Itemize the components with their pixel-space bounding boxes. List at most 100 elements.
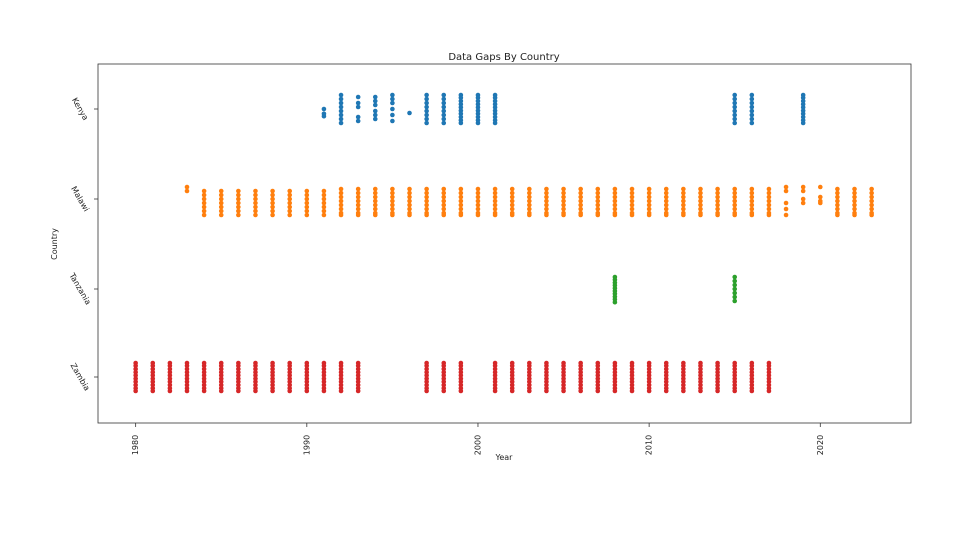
data-point xyxy=(441,388,447,394)
data-point xyxy=(732,376,738,381)
data-point xyxy=(338,373,344,378)
data-point xyxy=(441,186,447,192)
data-point xyxy=(544,363,549,369)
data-point xyxy=(492,202,498,208)
data-point xyxy=(578,190,583,196)
data-point xyxy=(253,373,258,378)
data-point xyxy=(715,369,720,375)
data-point xyxy=(527,202,532,208)
data-point xyxy=(527,186,532,192)
data-point xyxy=(253,212,258,218)
data-point xyxy=(527,363,532,369)
data-point xyxy=(698,373,703,378)
data-point xyxy=(218,192,224,198)
data-point xyxy=(475,111,481,117)
data-point xyxy=(544,388,549,394)
data-point xyxy=(355,376,361,381)
data-point xyxy=(390,118,395,124)
data-point xyxy=(595,363,601,369)
data-point xyxy=(201,200,207,206)
data-point xyxy=(663,363,669,369)
data-point xyxy=(218,379,224,385)
data-point xyxy=(732,116,738,122)
data-point xyxy=(338,112,344,118)
data-point xyxy=(355,186,361,192)
data-point xyxy=(475,98,481,104)
data-point xyxy=(236,366,241,372)
data-point xyxy=(304,204,310,210)
data-point xyxy=(835,212,840,218)
data-point xyxy=(681,194,686,200)
data-point xyxy=(150,369,156,375)
data-point xyxy=(167,363,173,369)
data-point xyxy=(527,376,532,381)
data-point xyxy=(629,376,635,381)
data-point xyxy=(698,212,703,218)
data-point xyxy=(681,373,686,378)
data-point xyxy=(287,373,292,378)
data-point xyxy=(817,184,823,190)
data-point xyxy=(407,110,412,116)
data-point xyxy=(218,363,224,369)
data-point xyxy=(509,369,515,375)
data-point xyxy=(458,363,464,369)
x-tick-label: 2000 xyxy=(473,435,482,455)
data-point xyxy=(732,366,738,372)
data-point xyxy=(732,382,738,388)
data-point xyxy=(218,200,224,206)
x-tick-label: 1980 xyxy=(131,435,140,455)
data-point xyxy=(595,206,601,212)
data-point xyxy=(218,188,224,194)
data-point xyxy=(304,208,310,214)
data-point xyxy=(732,290,738,296)
data-point xyxy=(355,366,361,372)
data-point xyxy=(612,369,618,375)
data-point xyxy=(167,388,173,394)
data-point xyxy=(304,188,310,194)
data-point xyxy=(766,366,772,372)
data-point xyxy=(646,366,652,372)
data-point xyxy=(372,212,378,218)
data-point xyxy=(218,376,224,381)
data-point xyxy=(663,190,669,196)
data-point xyxy=(509,363,515,369)
data-point xyxy=(441,206,447,212)
data-point xyxy=(492,105,498,110)
data-point xyxy=(390,96,395,102)
data-point xyxy=(698,388,703,394)
x-axis-label: Year xyxy=(495,453,514,462)
data-point xyxy=(732,190,738,196)
data-point xyxy=(338,382,344,388)
data-point xyxy=(321,388,327,394)
data-point xyxy=(715,363,720,369)
data-point xyxy=(441,108,447,114)
data-point xyxy=(184,376,190,381)
data-point xyxy=(629,202,635,208)
data-point xyxy=(646,376,652,381)
data-point xyxy=(270,376,275,381)
data-point xyxy=(732,92,738,98)
data-point xyxy=(698,190,703,196)
data-point xyxy=(509,379,515,385)
data-point xyxy=(698,194,703,200)
data-point xyxy=(561,198,566,204)
data-point xyxy=(304,388,310,394)
data-point xyxy=(766,190,772,196)
data-point xyxy=(561,373,566,378)
data-point xyxy=(715,186,720,192)
data-point xyxy=(595,190,601,196)
data-point xyxy=(321,366,327,372)
data-point xyxy=(270,369,275,375)
data-point xyxy=(441,369,447,375)
data-point xyxy=(578,369,583,375)
data-point xyxy=(133,379,138,385)
data-point xyxy=(390,202,395,208)
y-tick-label: Tanzania xyxy=(67,271,93,307)
data-point xyxy=(681,190,686,196)
data-point xyxy=(817,194,823,200)
data-point xyxy=(561,369,566,375)
data-point xyxy=(441,100,447,106)
data-point xyxy=(544,202,549,208)
data-point xyxy=(800,114,806,120)
data-point xyxy=(424,96,429,102)
